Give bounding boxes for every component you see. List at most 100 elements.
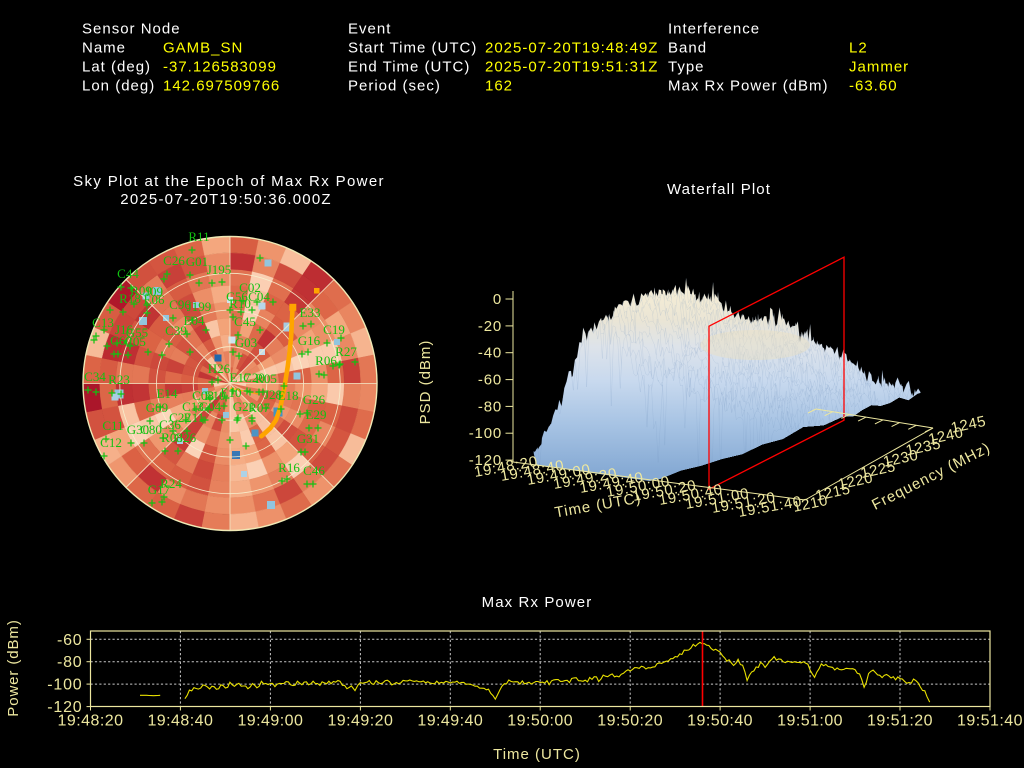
svg-text:Interference: Interference (668, 21, 760, 38)
svg-text:1245: 1245 (949, 413, 987, 437)
svg-text:J28: J28 (264, 387, 282, 402)
svg-text:-20: -20 (478, 318, 502, 335)
svg-text:Period (sec): Period (sec) (348, 78, 441, 95)
svg-text:G21: G21 (233, 399, 255, 414)
svg-text:C34: C34 (84, 369, 106, 384)
svg-text:1235: 1235 (904, 435, 942, 459)
svg-text:1220: 1220 (836, 469, 874, 493)
svg-text:R09: R09 (130, 283, 152, 298)
svg-text:C96: C96 (169, 297, 191, 312)
svg-text:C08: C08 (192, 388, 214, 403)
svg-text:C39: C39 (165, 323, 187, 338)
svg-text:E04: E04 (184, 313, 205, 328)
svg-text:C02: C02 (239, 280, 261, 295)
svg-text:R08: R08 (161, 430, 183, 445)
svg-text:Sky Plot at the Epoch of Max R: Sky Plot at the Epoch of Max Rx Power (73, 173, 385, 190)
svg-text:C56: C56 (226, 289, 248, 304)
svg-text:Waterfall Plot: Waterfall Plot (667, 181, 771, 198)
svg-text:J195: J195 (207, 262, 232, 277)
svg-text:1210: 1210 (791, 492, 829, 516)
svg-text:-60: -60 (57, 632, 83, 649)
svg-text:PSD (dBm): PSD (dBm) (417, 340, 434, 425)
svg-text:End Time (UTC): End Time (UTC) (348, 59, 470, 76)
svg-text:-80: -80 (478, 398, 502, 415)
svg-text:-40: -40 (478, 345, 502, 362)
svg-text:R07: R07 (248, 400, 270, 415)
svg-text:-120: -120 (469, 452, 502, 469)
svg-text:J16: J16 (115, 322, 134, 337)
svg-text:C04: C04 (248, 289, 270, 304)
svg-text:C44: C44 (117, 266, 139, 281)
svg-text:G17: G17 (148, 482, 171, 497)
svg-text:-100: -100 (469, 425, 502, 442)
svg-text:19:51:00: 19:51:00 (777, 713, 843, 730)
svg-text:E33: E33 (300, 305, 321, 320)
svg-text:L2: L2 (849, 40, 868, 57)
svg-text:C20: C20 (243, 370, 265, 385)
svg-text:Event: Event (348, 21, 391, 38)
svg-text:G01: G01 (186, 254, 208, 269)
svg-text:C13: C13 (92, 315, 114, 330)
svg-text:E18: E18 (278, 388, 299, 403)
svg-text:-80: -80 (57, 654, 83, 671)
svg-text:R05: R05 (255, 371, 277, 386)
svg-text:C46: C46 (303, 463, 325, 478)
svg-text:Time (UTC): Time (UTC) (553, 490, 642, 522)
svg-text:G26: G26 (303, 392, 326, 407)
svg-text:C19: C19 (323, 322, 345, 337)
svg-text:H26: H26 (208, 361, 231, 376)
svg-text:Type: Type (668, 59, 705, 76)
svg-text:-60: -60 (478, 372, 502, 389)
svg-text:Name: Name (82, 40, 126, 57)
svg-text:-37.126583099: -37.126583099 (163, 59, 277, 76)
svg-text:GAMB_SN: GAMB_SN (163, 40, 243, 57)
svg-text:Max Rx Power: Max Rx Power (482, 594, 593, 611)
svg-text:19:51:40: 19:51:40 (957, 713, 1023, 730)
svg-text:19:48:40: 19:48:40 (147, 713, 213, 730)
svg-text:2025-07-20T19:50:36.000Z: 2025-07-20T19:50:36.000Z (120, 191, 331, 208)
svg-text:C13: C13 (182, 399, 204, 414)
svg-text:2025-07-20T19:51:31Z: 2025-07-20T19:51:31Z (485, 59, 658, 76)
svg-text:C45: C45 (234, 314, 256, 329)
svg-text:-63.60: -63.60 (849, 78, 898, 95)
svg-text:19:51:20: 19:51:20 (867, 713, 933, 730)
svg-text:Lat (deg): Lat (deg) (82, 59, 151, 76)
svg-text:19:48:20: 19:48:20 (58, 713, 124, 730)
svg-text:-100: -100 (47, 677, 82, 694)
svg-text:E10: E10 (221, 385, 242, 400)
svg-text:G03: G03 (235, 335, 257, 350)
svg-text:19:50:00: 19:50:00 (507, 713, 573, 730)
svg-text:19:49:40: 19:49:40 (417, 713, 483, 730)
svg-text:E17: E17 (230, 370, 251, 385)
svg-text:1215: 1215 (814, 481, 852, 505)
svg-text:G55: G55 (126, 325, 148, 340)
svg-text:R18: R18 (119, 291, 141, 306)
svg-text:19:49:00: 19:49:00 (237, 713, 303, 730)
svg-text:19:50:40: 19:50:40 (687, 713, 753, 730)
svg-text:G26: G26 (174, 430, 197, 445)
svg-text:R27: R27 (335, 344, 357, 359)
svg-text:142.697509766: 142.697509766 (163, 78, 280, 95)
svg-text:E29: E29 (306, 407, 327, 422)
svg-text:R10: R10 (229, 296, 251, 311)
svg-text:Max Rx Power (dBm): Max Rx Power (dBm) (668, 78, 829, 95)
svg-text:Start Time (UTC): Start Time (UTC) (348, 40, 477, 57)
svg-text:G16: G16 (298, 333, 321, 348)
svg-text:G04: G04 (199, 399, 222, 414)
svg-text:Band: Band (668, 40, 707, 57)
svg-text:E11: E11 (184, 410, 204, 425)
svg-text:2025-07-20T19:48:49Z: 2025-07-20T19:48:49Z (485, 40, 658, 57)
svg-text:G31: G31 (297, 431, 319, 446)
svg-text:C36: C36 (159, 417, 181, 432)
svg-text:C12: C12 (100, 435, 122, 450)
svg-text:Time (UTC): Time (UTC) (493, 746, 581, 763)
svg-text:19:50:20: 19:50:20 (597, 713, 663, 730)
svg-text:19:49:20: 19:49:20 (327, 713, 393, 730)
svg-text:-120: -120 (47, 699, 82, 716)
svg-text:Power (dBm): Power (dBm) (5, 619, 22, 716)
svg-text:C11: C11 (102, 418, 123, 433)
svg-text:Sensor Node: Sensor Node (82, 21, 181, 38)
svg-text:C05: C05 (124, 334, 146, 349)
svg-text:1240: 1240 (927, 424, 965, 448)
svg-text:R06: R06 (315, 353, 337, 368)
